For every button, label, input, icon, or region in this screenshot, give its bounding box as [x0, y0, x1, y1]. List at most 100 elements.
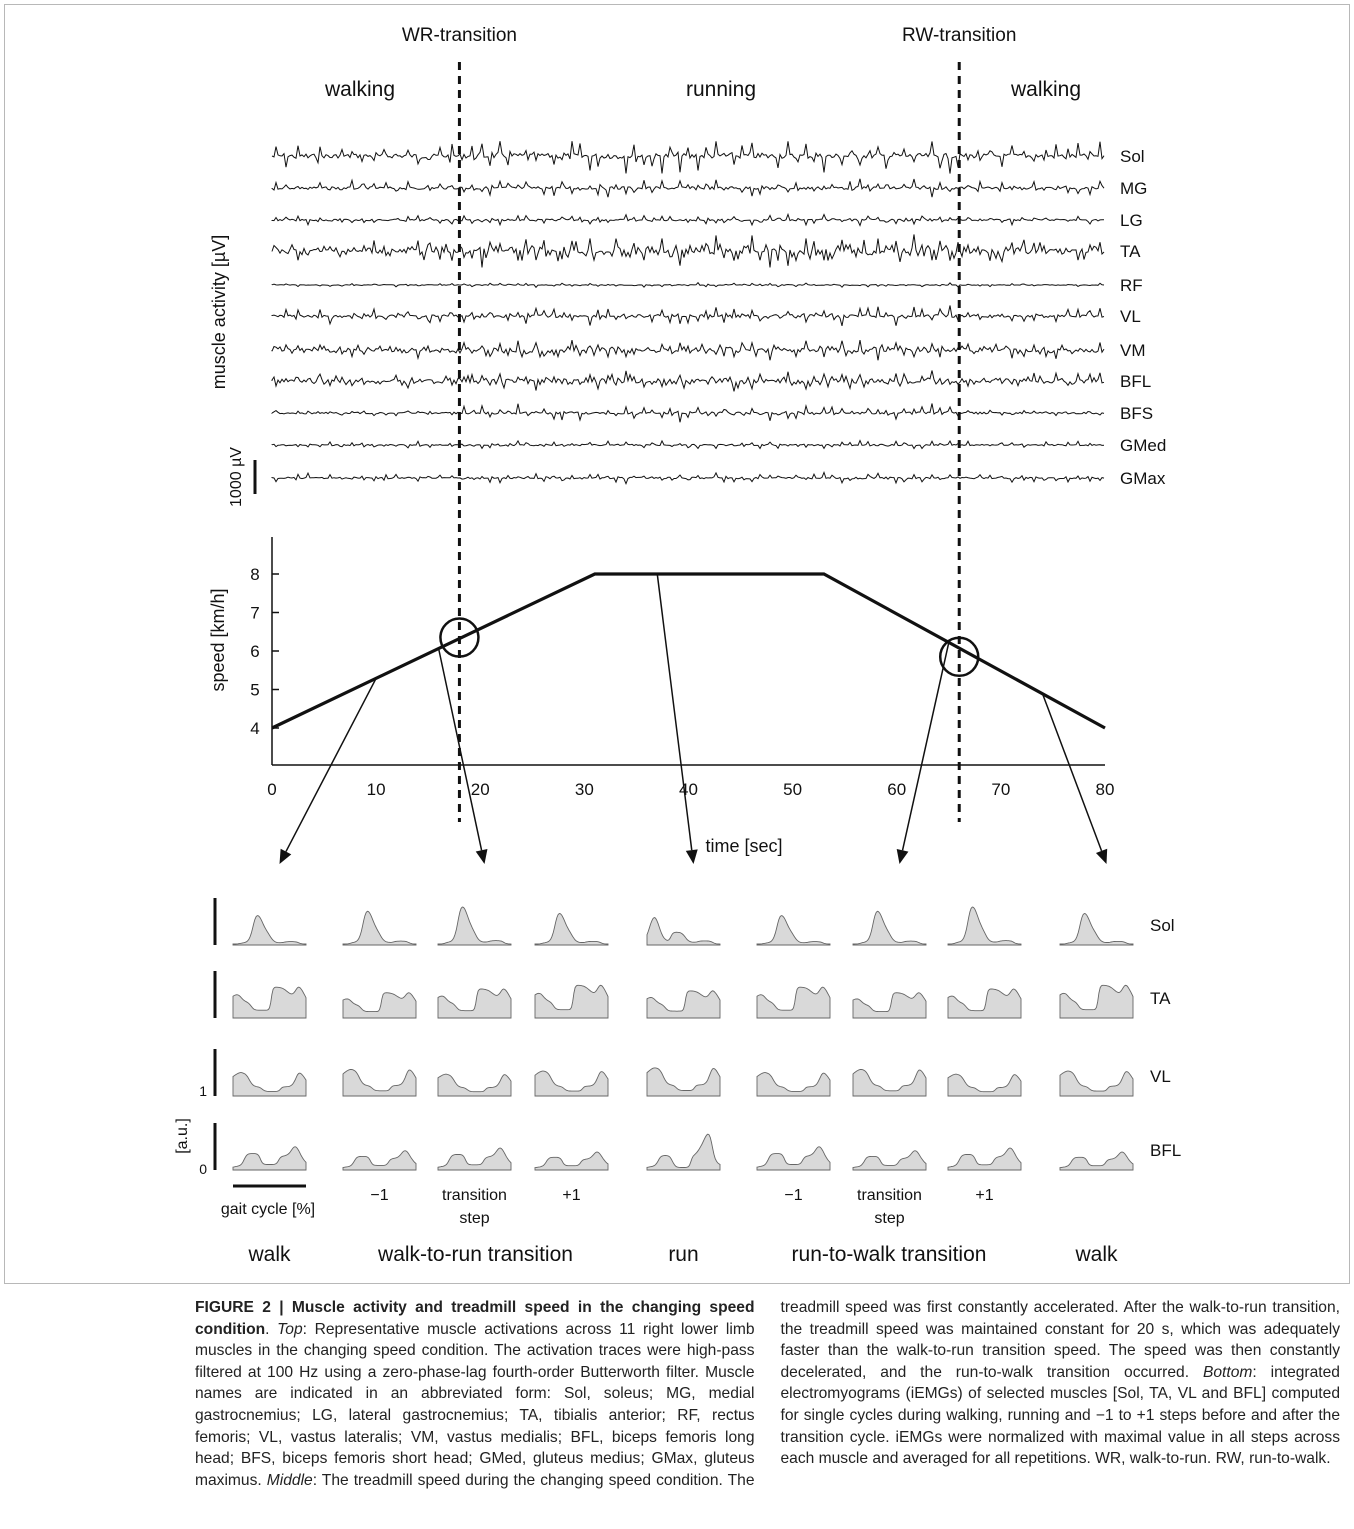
emg-muscle-label: LG	[1120, 211, 1143, 230]
phase-label: walking	[324, 78, 395, 101]
pointer-arrow-line	[285, 677, 377, 852]
figure-graphic: Sol MG LG TA RF VL VM BFL BFS GMed GMax muscle acti…	[174, 25, 1181, 1266]
pointer-arrow-head	[279, 848, 292, 864]
iemg-trace	[232, 1146, 307, 1171]
speed-x-axis-label: time [sec]	[705, 836, 782, 856]
speed-y-tick-label: 5	[250, 681, 259, 700]
step-label: −1	[784, 1187, 802, 1204]
iemg-trace	[342, 1069, 417, 1097]
iemg-trace	[342, 910, 417, 946]
iemg-trace	[756, 1146, 831, 1171]
arrow-layer	[279, 573, 1108, 864]
step-label: step	[459, 1210, 489, 1227]
phase-group-label: walk-to-run transition	[377, 1243, 573, 1266]
emg-axis-label: muscle activity [µV]	[209, 235, 229, 389]
iemg-trace	[437, 1147, 512, 1171]
step-label: transition	[442, 1187, 507, 1204]
phase-group-label: run-to-walk transition	[792, 1243, 987, 1266]
iemg-trace	[1059, 1070, 1134, 1097]
iemg-trace	[646, 1133, 721, 1171]
iemg-trace	[947, 906, 1022, 946]
step-label: step	[874, 1210, 904, 1227]
iemg-trace	[232, 1072, 307, 1097]
iemg-trace	[437, 906, 512, 946]
iemg-panel: Sol TA VL BFL 1 0 [a.u.] gait cycle [%] −1 transi…	[174, 898, 1181, 1266]
iemg-trace	[947, 1073, 1022, 1097]
caption-middle-text: : The treadmill speed during the changin…	[312, 1299, 1340, 1489]
emg-trace	[271, 403, 1105, 423]
speed-x-tick-label: 40	[679, 780, 698, 799]
speed-y-tick-label: 4	[250, 719, 259, 738]
emg-trace	[271, 339, 1105, 361]
iemg-trace	[534, 1070, 609, 1097]
pointer-arrow-head	[685, 849, 698, 864]
pointer-arrow-line	[1041, 693, 1103, 852]
caption-top-text: : Representative muscle activations acro…	[195, 1320, 755, 1489]
emg-muscle-label: GMax	[1120, 469, 1166, 488]
speed-y-tick-label: 6	[250, 642, 259, 661]
speed-line	[271, 572, 1106, 730]
speed-x-tick-label: 70	[991, 780, 1010, 799]
emg-panel: Sol MG LG TA RF VL VM BFL BFS GMed GMax muscle acti…	[209, 141, 1166, 507]
phase-label: running	[686, 78, 756, 101]
transition-label: WR-transition	[402, 25, 517, 46]
emg-scale-label: 1000 µV	[228, 447, 245, 507]
iemg-trace	[1059, 913, 1134, 946]
caption-bottom-text: : integrated electromyograms (iEMGs) of …	[780, 1363, 1341, 1468]
iemg-axis-tick: 1	[199, 1083, 207, 1099]
emg-trace	[271, 178, 1105, 198]
iemg-trace	[534, 913, 609, 946]
step-label: transition	[857, 1187, 922, 1204]
iemg-muscle-label: BFL	[1150, 1141, 1181, 1160]
emg-muscle-label: TA	[1120, 242, 1141, 261]
iemg-trace	[437, 1073, 512, 1097]
iemg-muscle-label: VL	[1150, 1067, 1171, 1086]
iemg-trace	[342, 992, 417, 1019]
caption-bottom-word: Bottom	[1202, 1363, 1253, 1381]
step-label: −1	[370, 1187, 388, 1204]
emg-muscle-label: RF	[1120, 276, 1143, 295]
emg-trace	[271, 470, 1105, 486]
figure-frame	[4, 4, 1350, 1284]
speed-x-tick-label: 20	[471, 780, 490, 799]
speed-x-tick-label: 80	[1096, 780, 1115, 799]
caption-top-word: Top	[277, 1320, 303, 1338]
iemg-trace	[232, 915, 307, 946]
emg-trace	[271, 141, 1105, 174]
emg-muscle-label: BFL	[1120, 372, 1151, 391]
emg-trace	[271, 281, 1105, 289]
iemg-muscle-label: TA	[1150, 989, 1171, 1008]
speed-x-tick-label: 0	[267, 780, 276, 799]
iemg-trace	[852, 1150, 927, 1171]
speed-axis-label: speed [km/h]	[208, 588, 228, 691]
iemg-trace	[947, 1147, 1022, 1171]
emg-muscle-label: GMed	[1120, 436, 1166, 455]
pointer-arrow-line	[656, 573, 693, 851]
speed-y-tick-label: 7	[250, 604, 259, 623]
speed-x-tick-label: 60	[887, 780, 906, 799]
phase-group-label: run	[668, 1243, 698, 1266]
iemg-trace	[534, 1151, 609, 1171]
transition-layer: WR-transition RW-transition walking running…	[324, 25, 1081, 822]
step-label: +1	[562, 1187, 580, 1204]
emg-trace	[271, 212, 1105, 227]
iemg-trace	[646, 1067, 721, 1097]
speed-x-tick-label: 10	[367, 780, 386, 799]
iemg-trace	[756, 1072, 831, 1097]
pointer-arrow-head	[475, 849, 488, 864]
iemg-trace	[1059, 1151, 1134, 1171]
pointer-arrow-line	[901, 642, 950, 851]
figure-caption: FIGURE 2 | Muscle activity and treadmill…	[195, 1299, 1341, 1489]
iemg-trace	[756, 915, 831, 946]
speed-x-tick-label: 50	[783, 780, 802, 799]
emg-trace	[271, 370, 1105, 392]
iemg-trace	[232, 986, 307, 1019]
caption-middle-word: Middle	[266, 1471, 313, 1489]
iemg-axis-tick: 0	[199, 1161, 207, 1177]
speed-x-tick-label: 30	[575, 780, 594, 799]
emg-muscle-label: VM	[1120, 341, 1146, 360]
phase-label: walking	[1010, 78, 1081, 101]
phase-group-label: walk	[1074, 1243, 1118, 1266]
emg-muscle-label: Sol	[1120, 147, 1145, 166]
